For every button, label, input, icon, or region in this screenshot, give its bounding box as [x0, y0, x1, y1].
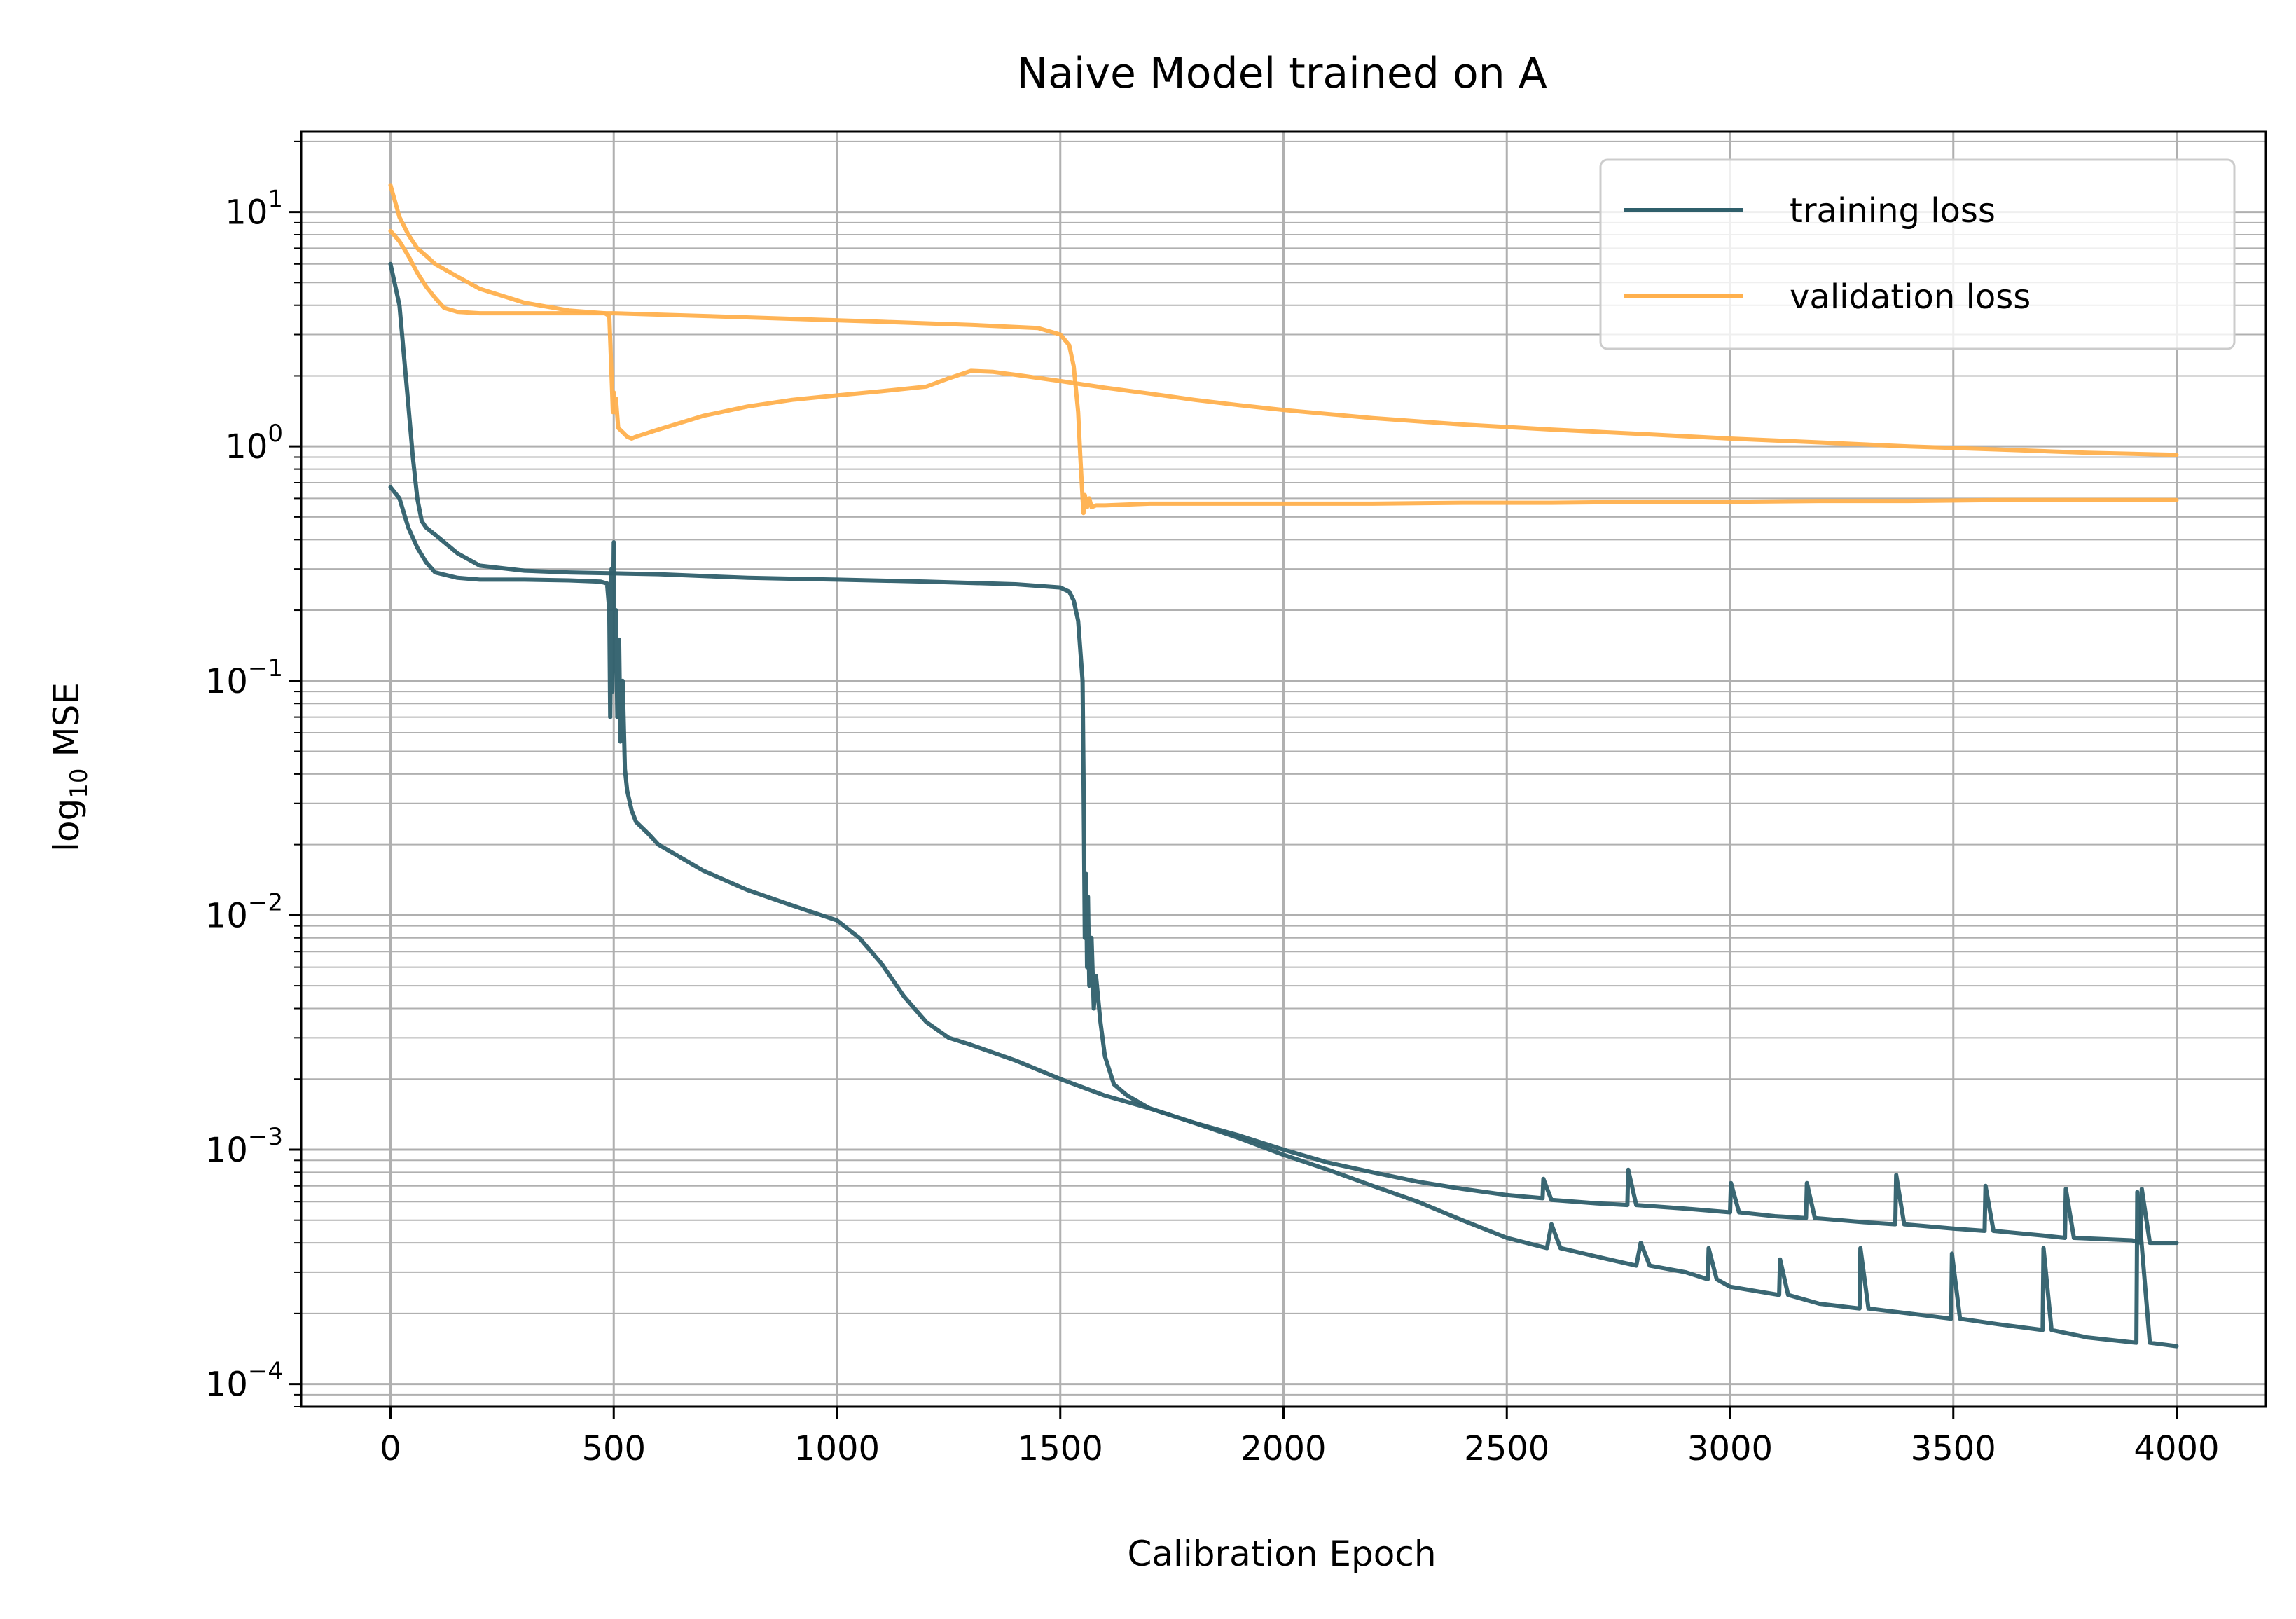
y-tick-label: 10−1: [205, 654, 283, 701]
y-tick-label: 101: [225, 186, 283, 233]
y-axis-label-sub: 10: [65, 768, 93, 798]
x-tick-label: 2500: [1464, 1429, 1549, 1468]
y-tick-label: 10−3: [205, 1123, 283, 1170]
x-tick-label: 4000: [2134, 1429, 2219, 1468]
y-tick-label: 100: [225, 420, 283, 467]
legend: training loss validation loss: [1599, 158, 2236, 350]
y-tick-label: 10−2: [205, 888, 283, 935]
x-tick-label: 500: [581, 1429, 646, 1468]
legend-label-validation: validation loss: [1790, 277, 2031, 317]
y-tick-label: 10−4: [205, 1358, 283, 1405]
legend-label-training: training loss: [1790, 191, 1996, 230]
series-line-training-loss-0: [388, 485, 2179, 1349]
ticks: 10−4 10−3 10−2 10−1 100 101 0 500 1000 1500 2000 25…: [205, 140, 2220, 1468]
x-tick-label: 0: [380, 1429, 401, 1468]
series-line-validation-loss-3: [388, 228, 2179, 516]
x-axis-label: Calibration Epoch: [1127, 1534, 1436, 1574]
y-axis-label-prefix: log: [46, 799, 87, 852]
x-tick-label: 1000: [794, 1429, 880, 1468]
y-axis-label: log10 MSE: [46, 682, 93, 852]
series-line-training-loss-1: [388, 261, 2179, 1246]
y-axis-label-suffix: MSE: [46, 682, 87, 768]
x-tick-label: 1500: [1018, 1429, 1103, 1468]
x-tick-label: 2000: [1240, 1429, 1326, 1468]
series-layer: [388, 183, 2179, 1349]
series-line-validation-loss-2: [388, 183, 2179, 457]
x-tick-label: 3000: [1687, 1429, 1773, 1468]
x-tick-label: 3500: [1911, 1429, 1996, 1468]
chart-title: Naive Model trained on A: [1016, 49, 1547, 98]
legend-box: [1599, 158, 2236, 350]
